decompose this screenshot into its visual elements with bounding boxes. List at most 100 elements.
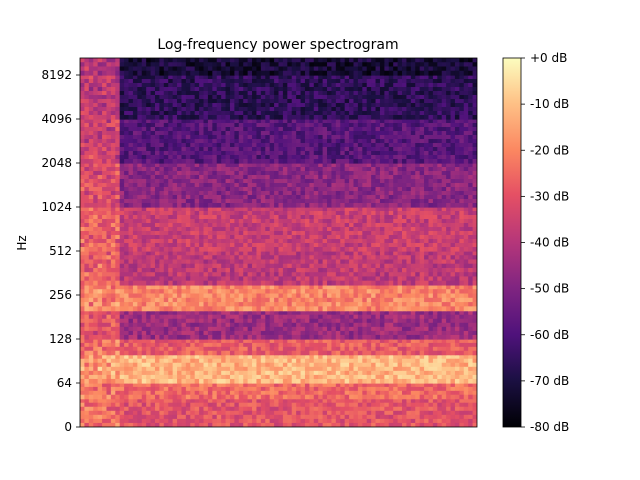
- heatmap-cell: [238, 280, 244, 286]
- heatmap-cell: [128, 418, 134, 424]
- heatmap-cell: [349, 390, 355, 396]
- heatmap-cell: [304, 326, 310, 332]
- heatmap-cell: [216, 386, 222, 392]
- heatmap-cell: [199, 330, 205, 336]
- heatmap-cell: [384, 297, 390, 303]
- heatmap-cell: [450, 211, 456, 216]
- heatmap-cell: [106, 243, 112, 248]
- heatmap-cell: [327, 370, 333, 376]
- heatmap-cell: [177, 330, 183, 336]
- heatmap-cell: [181, 422, 187, 427]
- heatmap-cell: [203, 346, 209, 352]
- heatmap-cell: [274, 422, 280, 427]
- heatmap-cell: [446, 219, 452, 224]
- heatmap-cell: [287, 358, 293, 364]
- heatmap-cell: [335, 215, 341, 220]
- heatmap-cell: [410, 339, 416, 344]
- heatmap-cell: [304, 227, 310, 232]
- heatmap-cell: [472, 293, 477, 299]
- heatmap-cell: [141, 276, 147, 282]
- heatmap-cell: [454, 370, 460, 376]
- heatmap-cell: [119, 239, 125, 244]
- heatmap-cell: [199, 284, 205, 290]
- heatmap-cell: [274, 330, 280, 336]
- heatmap-cell: [357, 259, 363, 265]
- heatmap-cell: [80, 227, 86, 232]
- heatmap-cell: [216, 358, 222, 364]
- heatmap-cell: [146, 339, 152, 344]
- heatmap-cell: [181, 251, 187, 256]
- heatmap-cell: [468, 366, 474, 372]
- heatmap-cell: [124, 259, 130, 265]
- heatmap-cell: [331, 350, 337, 356]
- heatmap-cell: [459, 383, 465, 388]
- heatmap-cell: [80, 358, 86, 364]
- heatmap-cell: [238, 239, 244, 244]
- heatmap-cell: [446, 418, 452, 424]
- heatmap-cell: [212, 276, 218, 282]
- heatmap-cell: [313, 293, 319, 299]
- heatmap-cell: [260, 293, 266, 299]
- heatmap-cell: [115, 297, 121, 303]
- heatmap-cell: [335, 418, 341, 424]
- heatmap-cell: [203, 386, 209, 392]
- heatmap-cell: [410, 223, 416, 228]
- heatmap-cell: [124, 358, 130, 364]
- heatmap-cell: [428, 418, 434, 424]
- heatmap-cell: [296, 310, 302, 316]
- heatmap-cell: [304, 267, 310, 273]
- heatmap-cell: [154, 207, 160, 212]
- heatmap-cell: [397, 276, 403, 282]
- heatmap-cell: [322, 302, 328, 307]
- heatmap-cell: [221, 227, 227, 232]
- heatmap-cell: [419, 227, 425, 232]
- heatmap-cell: [146, 318, 152, 324]
- heatmap-cell: [419, 207, 425, 212]
- heatmap-cell: [437, 243, 443, 248]
- heatmap-cell: [80, 374, 86, 380]
- heatmap-cell: [428, 231, 434, 236]
- heatmap-cell: [234, 339, 240, 344]
- heatmap-cell: [256, 334, 262, 340]
- heatmap-cell: [80, 235, 86, 240]
- heatmap-cell: [362, 346, 368, 352]
- heatmap-cell: [450, 330, 456, 336]
- heatmap-cell: [247, 339, 253, 344]
- heatmap-cell: [296, 342, 302, 348]
- heatmap-cell: [357, 342, 363, 348]
- heatmap-cell: [318, 342, 324, 348]
- heatmap-cell: [327, 280, 333, 286]
- heatmap-cell: [260, 350, 266, 356]
- heatmap-cell: [128, 358, 134, 364]
- heatmap-cell: [269, 251, 275, 256]
- heatmap-cell: [318, 243, 324, 248]
- heatmap-cell: [146, 394, 152, 400]
- heatmap-cell: [97, 386, 103, 392]
- heatmap-cell: [97, 263, 103, 269]
- heatmap-cell: [238, 366, 244, 372]
- heatmap-cell: [269, 366, 275, 372]
- heatmap-cell: [415, 314, 421, 320]
- heatmap-cell: [410, 414, 416, 420]
- heatmap-cell: [128, 163, 134, 168]
- heatmap-cell: [437, 223, 443, 228]
- heatmap-cell: [437, 383, 443, 388]
- heatmap-cell: [459, 267, 465, 273]
- heatmap-cell: [357, 297, 363, 303]
- heatmap-cell: [97, 227, 103, 232]
- heatmap-cell: [221, 235, 227, 240]
- heatmap-cell: [177, 339, 183, 344]
- heatmap-cell: [260, 267, 266, 273]
- heatmap-cell: [379, 342, 385, 348]
- heatmap-cell: [318, 235, 324, 240]
- heatmap-cell: [357, 394, 363, 400]
- heatmap-cell: [331, 251, 337, 256]
- heatmap-cell: [393, 227, 399, 232]
- heatmap-cell: [168, 251, 174, 256]
- heatmap-cell: [300, 163, 306, 168]
- heatmap-cell: [349, 297, 355, 303]
- heatmap-cell: [199, 386, 205, 392]
- heatmap-cell: [124, 322, 130, 328]
- heatmap-cell: [344, 362, 350, 368]
- heatmap-cell: [357, 386, 363, 392]
